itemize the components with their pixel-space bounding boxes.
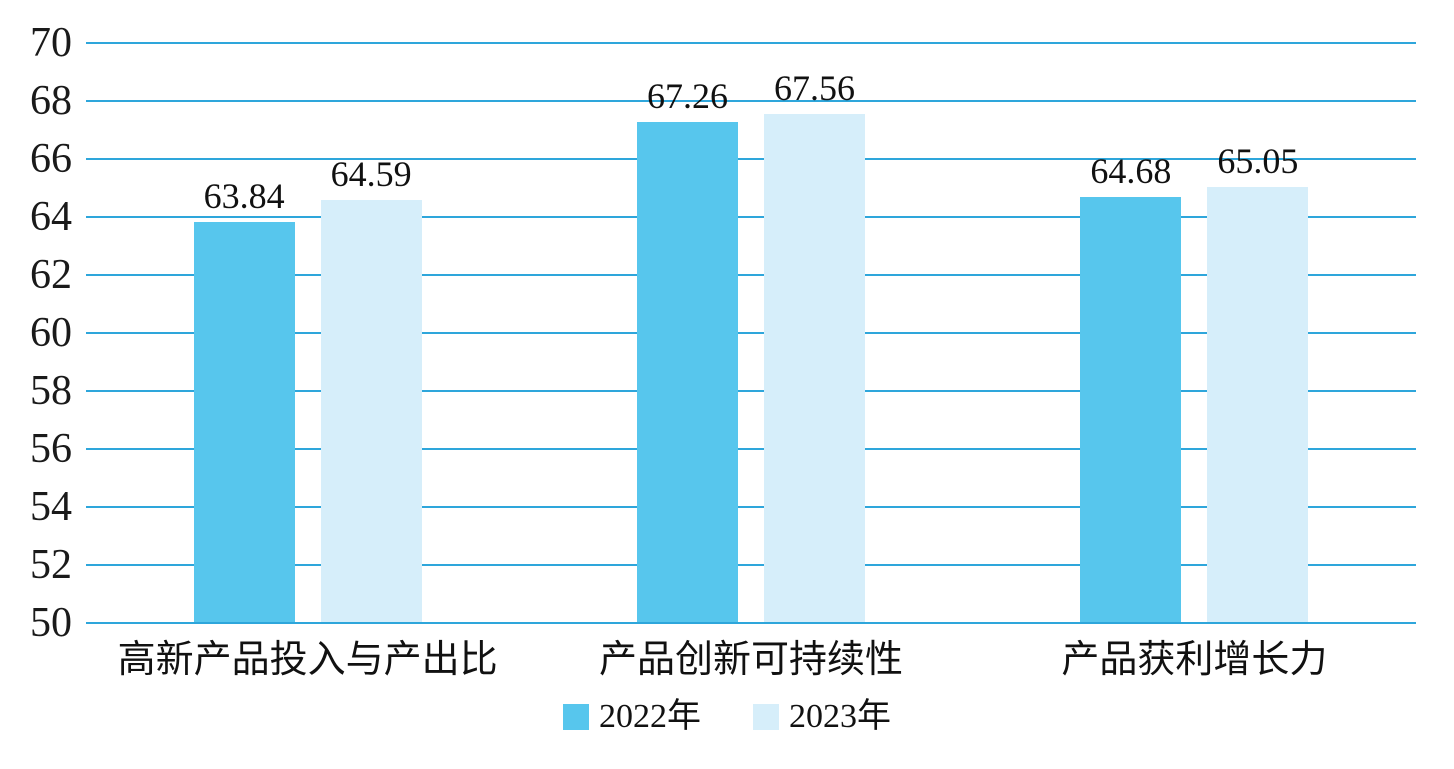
gridline xyxy=(86,158,1416,160)
value-label: 64.68 xyxy=(1090,151,1172,192)
y-tick-label: 56 xyxy=(30,426,72,472)
legend-item: 2023年 xyxy=(753,700,891,734)
value-label: 64.59 xyxy=(330,153,412,194)
y-tick-label: 68 xyxy=(30,78,72,124)
legend-label: 2023年 xyxy=(789,698,891,735)
category-label: 高新产品投入与产出比 xyxy=(117,639,498,681)
bar-2023年: 65.05 xyxy=(1207,143,1309,623)
bar-2022年: 64.68 xyxy=(1080,153,1182,623)
y-tick-label: 64 xyxy=(30,194,72,240)
gridline xyxy=(86,274,1416,276)
y-tick-label: 54 xyxy=(30,484,72,530)
gridline xyxy=(86,506,1416,508)
category-label: 产品获利增长力 xyxy=(1061,639,1328,681)
gridline xyxy=(86,448,1416,450)
x-axis: 高新产品投入与产出比 产品创新可持续性 产品获利增长力 xyxy=(86,638,1416,684)
gridline xyxy=(86,622,1416,624)
y-tick-label: 70 xyxy=(30,20,72,66)
y-tick-label: 66 xyxy=(30,136,72,182)
gridline xyxy=(86,100,1416,102)
gridline xyxy=(86,332,1416,334)
value-label: 63.84 xyxy=(203,175,285,216)
bar-2022年: 67.26 xyxy=(636,78,738,623)
y-tick-label: 62 xyxy=(30,252,72,298)
category-label: 产品创新可持续性 xyxy=(598,639,903,681)
y-tick-label: 52 xyxy=(30,542,72,588)
legend: 2022年 2023年 xyxy=(0,700,1454,734)
bar-2023年: 67.56 xyxy=(763,70,865,623)
category-group: 64.68 65.05 xyxy=(973,43,1416,623)
bar-groups: 63.84 64.59 67.26 67.56 64.68 65.05 xyxy=(86,43,1416,623)
legend-label: 2022年 xyxy=(599,698,701,735)
gridline xyxy=(86,216,1416,218)
category-group: 67.26 67.56 xyxy=(529,43,972,623)
value-label: 67.56 xyxy=(773,67,855,108)
y-axis: 50 52 54 56 58 60 62 64 66 68 70 xyxy=(0,22,76,644)
category-group: 63.84 64.59 xyxy=(86,43,529,623)
y-tick-label: 50 xyxy=(30,600,72,646)
y-tick-label: 58 xyxy=(30,368,72,414)
bar-2022年: 63.84 xyxy=(193,178,295,623)
value-label: 65.05 xyxy=(1217,140,1299,181)
gridline xyxy=(86,42,1416,44)
bar-2023年: 64.59 xyxy=(320,156,422,623)
gridline xyxy=(86,390,1416,392)
value-label: 67.26 xyxy=(646,76,728,117)
plot-area: 63.84 64.59 67.26 67.56 64.68 65.05 xyxy=(86,42,1416,624)
legend-swatch xyxy=(753,704,779,730)
legend-item: 2022年 xyxy=(563,700,701,734)
gridline xyxy=(86,564,1416,566)
y-tick-label: 60 xyxy=(30,310,72,356)
legend-swatch xyxy=(563,704,589,730)
